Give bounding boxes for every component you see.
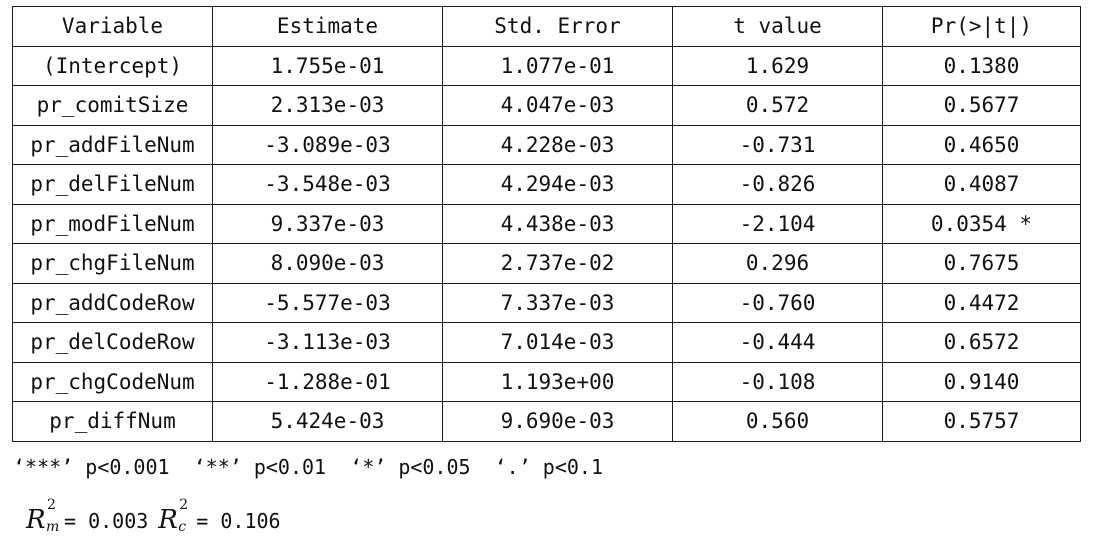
table-row: (Intercept) 1.755e-01 1.077e-01 1.629 0.… — [12, 45, 1081, 86]
r-squared-summary: R 2 m = 0.003 R 2 c = 0.106 — [26, 497, 291, 535]
cell-p-value: 0.7675 — [882, 243, 1081, 284]
cell-p-value: 0.1380 — [882, 45, 1081, 86]
cell-t-value: 0.296 — [672, 243, 883, 284]
r-superscript: 2 — [47, 497, 56, 513]
cell-t-value: 0.560 — [672, 401, 883, 442]
cell-std-error: 9.690e-03 — [442, 401, 673, 442]
cell-estimate: 1.755e-01 — [212, 45, 443, 86]
cell-variable: pr_chgCodeNum — [12, 361, 213, 402]
cell-t-value: -0.108 — [672, 361, 883, 402]
cell-p-value: 0.6572 — [882, 322, 1081, 363]
r-symbol: R — [158, 505, 178, 535]
table-row: pr_delFileNum -3.548e-03 4.294e-03 -0.82… — [12, 164, 1081, 205]
table-header-row: Variable Estimate Std. Error t value Pr(… — [12, 6, 1081, 47]
cell-t-value: -0.760 — [672, 282, 883, 323]
header-estimate: Estimate — [212, 6, 443, 47]
cell-variable: pr_comitSize — [12, 85, 213, 126]
cell-p-value: 0.9140 — [882, 361, 1081, 402]
r-symbol: R — [26, 505, 46, 535]
cell-std-error: 4.294e-03 — [442, 164, 673, 205]
cell-std-error: 4.047e-03 — [442, 85, 673, 126]
header-t-value: t value — [672, 6, 883, 47]
cell-t-value: -0.826 — [672, 164, 883, 205]
cell-std-error: 1.077e-01 — [442, 45, 673, 86]
table-row: pr_delCodeRow -3.113e-03 7.014e-03 -0.44… — [12, 322, 1081, 363]
cell-variable: (Intercept) — [12, 45, 213, 86]
cell-estimate: -3.548e-03 — [212, 164, 443, 205]
cell-std-error: 7.014e-03 — [442, 322, 673, 363]
cell-t-value: -0.731 — [672, 124, 883, 165]
r2-marginal-symbol: R 2 m — [26, 497, 64, 535]
cell-std-error: 4.438e-03 — [442, 203, 673, 244]
significance-legend: ‘***’ p<0.001 ‘**’ p<0.01 ‘*’ p<0.05 ‘.’… — [13, 455, 604, 479]
cell-p-value: 0.5677 — [882, 85, 1081, 126]
cell-t-value: 1.629 — [672, 45, 883, 86]
regression-table: Variable Estimate Std. Error t value Pr(… — [12, 6, 1081, 442]
header-std-error: Std. Error — [442, 6, 673, 47]
table-row: pr_chgCodeNum -1.288e-01 1.193e+00 -0.10… — [12, 361, 1081, 402]
cell-variable: pr_diffNum — [12, 401, 213, 442]
table-row: pr_diffNum 5.424e-03 9.690e-03 0.560 0.5… — [12, 401, 1081, 442]
header-variable: Variable — [12, 6, 213, 47]
cell-estimate: 9.337e-03 — [212, 203, 443, 244]
cell-p-value: 0.4087 — [882, 164, 1081, 205]
cell-std-error: 2.737e-02 — [442, 243, 673, 284]
cell-std-error: 1.193e+00 — [442, 361, 673, 402]
cell-std-error: 7.337e-03 — [442, 282, 673, 323]
cell-p-value: 0.4472 — [882, 282, 1081, 323]
r-subscript-conditional: c — [178, 519, 187, 535]
cell-p-value: 0.4650 — [882, 124, 1081, 165]
cell-t-value: -0.444 — [672, 322, 883, 363]
cell-estimate: 5.424e-03 — [212, 401, 443, 442]
table-row: pr_addCodeRow -5.577e-03 7.337e-03 -0.76… — [12, 282, 1081, 323]
cell-variable: pr_chgFileNum — [12, 243, 213, 284]
cell-estimate: -1.288e-01 — [212, 361, 443, 402]
cell-estimate: -5.577e-03 — [212, 282, 443, 323]
r2-conditional-value: = 0.106 — [196, 509, 281, 533]
cell-estimate: -3.113e-03 — [212, 322, 443, 363]
cell-t-value: -2.104 — [672, 203, 883, 244]
table-row: pr_comitSize 2.313e-03 4.047e-03 0.572 0… — [12, 85, 1081, 126]
cell-estimate: 8.090e-03 — [212, 243, 443, 284]
cell-estimate: -3.089e-03 — [212, 124, 443, 165]
cell-variable: pr_modFileNum — [12, 203, 213, 244]
cell-estimate: 2.313e-03 — [212, 85, 443, 126]
cell-std-error: 4.228e-03 — [442, 124, 673, 165]
cell-variable: pr_delCodeRow — [12, 322, 213, 363]
cell-t-value: 0.572 — [672, 85, 883, 126]
cell-p-value: 0.0354 * — [882, 203, 1081, 244]
r-subscript-marginal: m — [46, 519, 60, 535]
cell-variable: pr_addFileNum — [12, 124, 213, 165]
r2-conditional-symbol: R 2 c — [158, 497, 196, 535]
table-row: pr_chgFileNum 8.090e-03 2.737e-02 0.296 … — [12, 243, 1081, 284]
cell-p-value: 0.5757 — [882, 401, 1081, 442]
header-p-value: Pr(>|t|) — [882, 6, 1081, 47]
cell-variable: pr_addCodeRow — [12, 282, 213, 323]
r-superscript: 2 — [179, 497, 189, 513]
table-row: pr_modFileNum 9.337e-03 4.438e-03 -2.104… — [12, 203, 1081, 244]
table-row: pr_addFileNum -3.089e-03 4.228e-03 -0.73… — [12, 124, 1081, 165]
r2-marginal-value: = 0.003 — [64, 509, 149, 533]
cell-variable: pr_delFileNum — [12, 164, 213, 205]
